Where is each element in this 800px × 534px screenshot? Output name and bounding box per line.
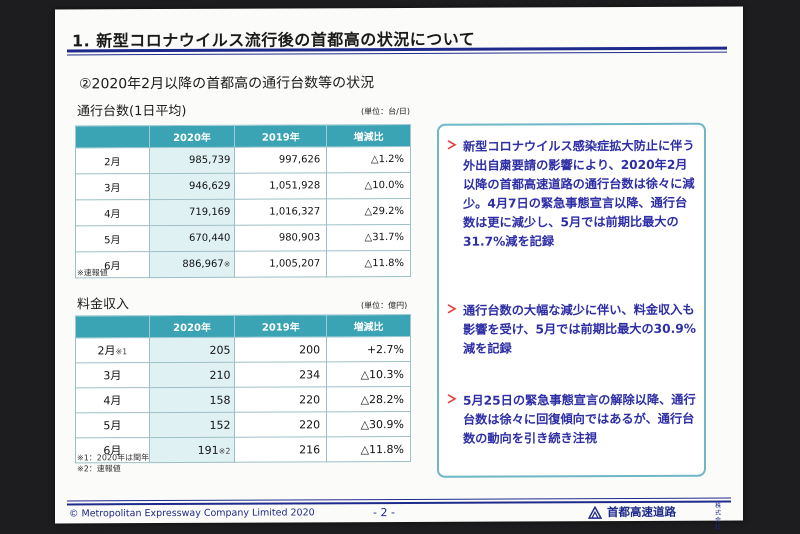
table-header-cell xyxy=(75,125,150,148)
bullet-item: 新型コロナウイルス感染症拡大防止に伴う外出自粛要請の影響により、2020年2月以… xyxy=(447,137,699,252)
month-cell: 5月 xyxy=(75,412,150,438)
value-2020: 191 xyxy=(197,443,219,457)
month-label: 5月 xyxy=(103,419,122,433)
month-label: 4月 xyxy=(103,394,122,408)
table-header-cell: 2019年 xyxy=(234,314,327,338)
change-cell: △10.3% xyxy=(326,361,411,387)
arrow-right-icon xyxy=(447,140,459,152)
value-2019-cell: 234 xyxy=(234,361,327,388)
company-logo-icon xyxy=(587,504,603,519)
table-row: 3月 210 234 △10.3% xyxy=(75,361,411,388)
table-row: 4月 158 220 △28.2% xyxy=(75,386,411,413)
month-cell: 4月 xyxy=(75,199,150,226)
table-row: 5月 670,440 980,903 △31.7% xyxy=(75,224,411,252)
month-cell: 2月※1 xyxy=(75,337,150,363)
table-row: 2月 985,739 997,626 △1.2% xyxy=(75,146,411,174)
traffic-table: 2020年 2019年 増減比 2月 985,739 997,626 △1.2%… xyxy=(75,124,411,278)
value-2020-cell: 152 xyxy=(149,412,235,438)
month-label: 2月 xyxy=(97,344,116,358)
value-2020-cell: 886,967※ xyxy=(149,251,235,278)
table-row: 6月 886,967※ 1,005,207 △11.8% xyxy=(75,250,411,278)
bullet-text: 通行台数の大幅な減少に伴い、料金収入も影響を受け、5月では前期比最大の30.9%… xyxy=(463,302,696,356)
revenue-table: 2020年 2019年 増減比 2月※1 205 200 +2.7% 3月 21… xyxy=(75,314,411,463)
revenue-note-1: ※1：2020年は閏年 xyxy=(77,453,150,463)
value-2020-cell: 205 xyxy=(149,337,235,363)
change-cell: △11.8% xyxy=(326,436,411,462)
change-cell: △29.2% xyxy=(326,198,411,225)
value-2020: 946,629 xyxy=(189,180,231,192)
slide: 1. 新型コロナウイルス流行後の首都高の状況について ②2020年2月以降の首都… xyxy=(55,6,743,531)
bullet-item: 通行台数の大幅な減少に伴い、料金収入も影響を受け、5月では前期比最大の30.9%… xyxy=(447,301,699,359)
traffic-note: ※速報値 xyxy=(77,268,108,278)
value-2020: 719,169 xyxy=(189,206,231,218)
bullet-text: 5月25日の緊急事態宣言の解除以降、通行台数は徐々に回復傾向ではあるが、通行台数… xyxy=(463,392,696,446)
value-note: ※ xyxy=(223,259,231,269)
table-row: 2月※1 205 200 +2.7% xyxy=(75,336,411,363)
company-suffix: 株式会社 xyxy=(715,502,722,531)
value-2020-cell: 946,629 xyxy=(149,173,235,200)
value-2020: 985,739 xyxy=(189,154,231,166)
value-2020: 670,440 xyxy=(189,232,231,244)
change-cell: △1.2% xyxy=(326,146,411,173)
table-row: 4月 719,169 1,016,327 △29.2% xyxy=(75,198,411,226)
subtitle: ②2020年2月以降の首都高の通行台数等の状況 xyxy=(79,75,375,93)
table-row: 3月 946,629 1,051,928 △10.0% xyxy=(75,172,411,200)
value-2020: 886,967 xyxy=(182,258,224,270)
value-2019-cell: 997,626 xyxy=(234,146,327,174)
change-cell: △10.0% xyxy=(326,172,411,199)
table-header-cell: 増減比 xyxy=(326,314,411,337)
value-2020-cell: 670,440 xyxy=(149,225,235,252)
value-2020-cell: 210 xyxy=(149,362,235,388)
month-cell: 3月 xyxy=(75,362,150,388)
value-2019-cell: 1,005,207 xyxy=(234,250,327,278)
value-2019-cell: 1,051,928 xyxy=(234,172,327,200)
value-2019-cell: 220 xyxy=(234,386,327,413)
bullet-text: 新型コロナウイルス感染症拡大防止に伴う外出自粛要請の影響により、2020年2月以… xyxy=(463,138,695,249)
month-cell: 2月 xyxy=(75,147,150,174)
table-header-cell xyxy=(75,315,150,338)
title-divider-thin xyxy=(67,51,727,56)
table-header-cell: 増減比 xyxy=(326,124,411,147)
value-2019-cell: 220 xyxy=(234,411,327,438)
company-name: 首都高速道路 xyxy=(607,504,676,520)
arrow-right-icon xyxy=(447,394,459,406)
value-note: ※2 xyxy=(218,446,231,456)
table-header-cell: 2020年 xyxy=(149,125,235,148)
change-cell: △11.8% xyxy=(326,250,411,277)
change-cell: △30.9% xyxy=(326,411,411,437)
value-2020-cell: 191※2 xyxy=(149,437,235,463)
traffic-section-label: 通行台数(1日平均) xyxy=(77,103,187,120)
table-row: 5月 152 220 △30.9% xyxy=(75,411,411,438)
table-header-cell: 2020年 xyxy=(149,315,235,338)
value-2019-cell: 1,016,327 xyxy=(234,198,327,226)
month-label: 3月 xyxy=(103,369,122,383)
bullet-item: 5月25日の緊急事態宣言の解除以降、通行台数は徐々に回復傾向ではあるが、通行台数… xyxy=(447,391,699,449)
value-2019-cell: 200 xyxy=(234,336,327,363)
revenue-note-2: ※2：速報値 xyxy=(77,464,121,474)
change-cell: △31.7% xyxy=(326,224,411,251)
change-cell: +2.7% xyxy=(326,336,411,362)
value-2019-cell: 980,903 xyxy=(234,224,327,252)
value-2020: 210 xyxy=(209,368,231,382)
revenue-section-label: 料金収入 xyxy=(77,297,130,313)
month-cell: 3月 xyxy=(75,173,150,200)
revenue-unit: (単位：億円) xyxy=(361,300,408,311)
month-cell: 4月 xyxy=(75,387,150,413)
copyright-text: © Metropolitan Expressway Company Limite… xyxy=(69,507,315,520)
month-note: ※1 xyxy=(115,347,128,357)
value-2020-cell: 719,169 xyxy=(149,199,235,226)
value-2019-cell: 216 xyxy=(234,436,327,463)
value-2020: 152 xyxy=(209,418,231,432)
traffic-unit: (単位：台/日) xyxy=(361,106,410,117)
change-cell: △28.2% xyxy=(326,386,411,412)
month-cell: 5月 xyxy=(75,225,150,252)
arrow-right-icon xyxy=(447,304,459,316)
value-2020-cell: 158 xyxy=(149,387,235,413)
table-header-cell: 2019年 xyxy=(234,124,327,148)
page-number: - 2 - xyxy=(373,506,395,520)
value-2020-cell: 985,739 xyxy=(149,147,235,174)
value-2020: 158 xyxy=(209,393,231,407)
summary-box: 新型コロナウイルス感染症拡大防止に伴う外出自粛要請の影響により、2020年2月以… xyxy=(437,122,706,478)
value-2020: 205 xyxy=(209,343,231,357)
